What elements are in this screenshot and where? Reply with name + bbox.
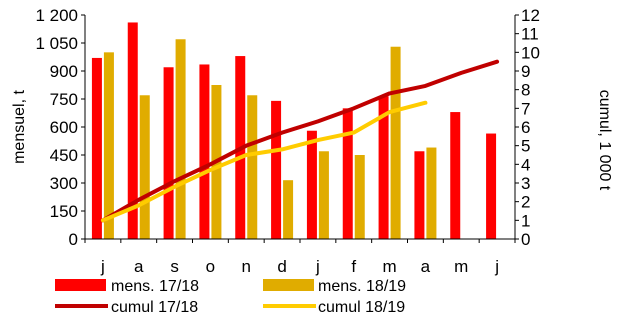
bar-18-19-2: [175, 39, 186, 240]
bar-17-18-0: [91, 57, 102, 239]
y-left-tick-label: 1 200: [35, 6, 78, 25]
bar-18-19-4: [247, 95, 258, 240]
x-tick-label: j: [494, 257, 499, 276]
y-right-tick-label: 9: [521, 62, 530, 81]
bar-18-19-5: [283, 180, 294, 239]
legend: mens. 17/18 mens. 18/19 cumul 17/18 cumul 1…: [55, 278, 406, 316]
x-tick-label: m: [454, 257, 468, 276]
y-left-tick-label: 1 050: [35, 34, 78, 53]
x-tick-label: j: [315, 257, 320, 276]
legend-label-cumul-18-19: cumul 18/19: [318, 299, 405, 316]
y-right-tick-label: 11: [521, 25, 539, 44]
bar-17-18-11: [486, 133, 497, 239]
bar-17-18-1: [127, 22, 138, 239]
lines-layer: [100, 59, 500, 223]
x-tick-label: m: [382, 257, 396, 276]
bar-17-18-5: [271, 100, 282, 239]
bar-17-18-7: [342, 108, 353, 239]
bar-18-19-9: [426, 147, 437, 239]
bar-18-19-6: [318, 151, 329, 239]
x-tick-label: a: [421, 257, 431, 276]
y-left-tick-label: 150: [50, 202, 78, 221]
bar-18-19-7: [354, 155, 365, 239]
bar-17-18-8: [378, 96, 389, 239]
y-left-tick-label: 750: [50, 90, 78, 109]
y-right-tick-label: 8: [521, 81, 530, 100]
x-tick-label: f: [351, 257, 356, 276]
y-right-tick-label: 10: [521, 43, 540, 62]
x-tick-label: d: [277, 257, 286, 276]
y-left-tick-label: 0: [69, 230, 78, 249]
y-right-tick-label: 6: [521, 118, 530, 137]
bar-18-19-8: [390, 46, 401, 239]
legend-swatch-mens-17-18: [55, 279, 106, 291]
x-tick-label: a: [134, 257, 144, 276]
y-right-tick-label: 7: [521, 99, 530, 118]
y-right-tick-label: 0: [521, 230, 530, 249]
bar-17-18-2: [163, 67, 174, 240]
bar-17-18-10: [450, 112, 461, 239]
bar-18-19-1: [139, 95, 150, 240]
line-cumul-18-19: [100, 100, 428, 223]
bar-18-19-0: [103, 52, 114, 240]
y-right-tick-label: 5: [521, 137, 530, 156]
legend-label-mens-17-18: mens. 17/18: [111, 278, 199, 295]
x-tick-label: s: [170, 257, 179, 276]
y-right-tick-label: 2: [521, 193, 530, 212]
y-left-tick-label: 600: [50, 118, 78, 137]
y-left-tick-label: 450: [50, 146, 78, 165]
y-right-tick-label: 12: [521, 6, 540, 25]
y-axis-right-title: cumul, 1 000 t: [596, 90, 613, 191]
legend-swatch-mens-18-19: [263, 279, 314, 291]
x-tick-label: n: [242, 257, 251, 276]
x-tick-label: o: [206, 257, 215, 276]
y-right-tick-label: 1: [521, 211, 530, 230]
y-right-tick-label: 4: [521, 155, 530, 174]
y-right-tick-label: 3: [521, 174, 530, 193]
bar-17-18-9: [414, 151, 425, 239]
y-left-tick-label: 300: [50, 174, 78, 193]
y-left-tick-label: 900: [50, 62, 78, 81]
bar-17-18-3: [199, 64, 210, 239]
y-axis-left-title: mensuel, t: [11, 90, 28, 164]
legend-label-mens-18-19: mens. 18/19: [318, 278, 406, 295]
bar-17-18-6: [306, 130, 317, 239]
line-cumul-17-18: [100, 59, 500, 223]
x-tick-label: j: [100, 257, 105, 276]
legend-label-cumul-17-18: cumul 17/18: [111, 299, 198, 316]
